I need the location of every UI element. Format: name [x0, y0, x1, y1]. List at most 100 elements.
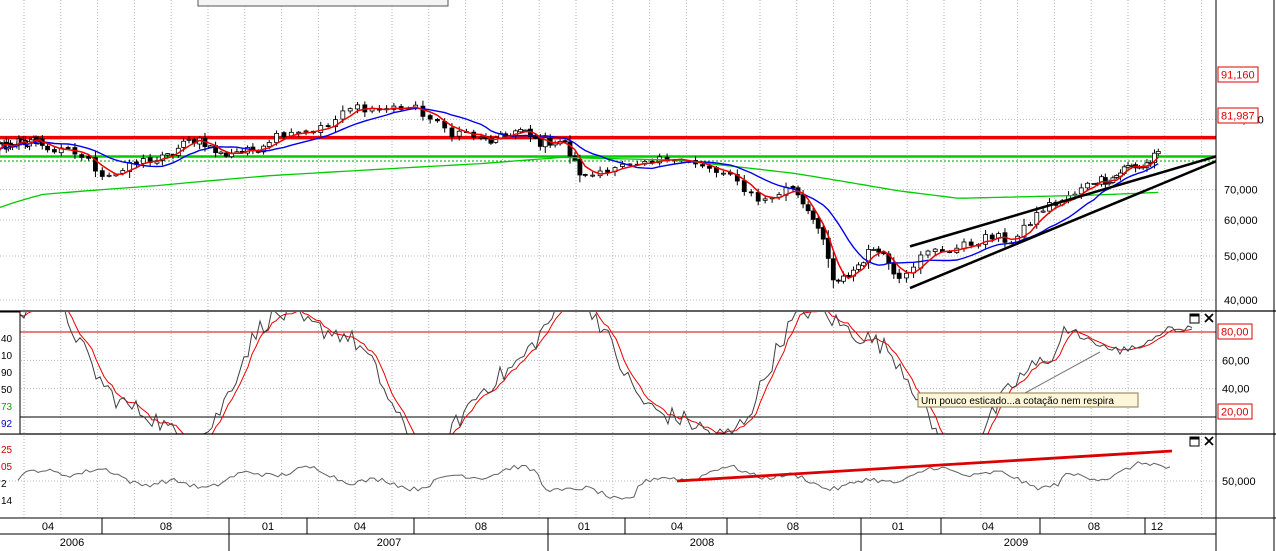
price-tick-label: 60,000 [1224, 215, 1258, 227]
candle-body [449, 127, 455, 137]
channel-lower-line [909, 160, 1216, 290]
price-tag-resistance: 91,160 [1217, 66, 1259, 83]
channel-upper-line [909, 155, 1216, 248]
moving-averages [0, 106, 1159, 280]
stochastic-grid [0, 312, 1216, 434]
candle-body [562, 140, 568, 143]
level-tag-80: 80,00 [1217, 323, 1253, 340]
candle-body [52, 149, 57, 153]
left-value-label: 05 [1, 462, 13, 473]
candle-body [355, 104, 360, 110]
candle-body [542, 137, 548, 148]
candle-body [340, 110, 346, 120]
oscillator-lines [17, 449, 1173, 500]
left-value-label: 50 [1, 385, 13, 396]
candle-body [274, 133, 279, 143]
candle-body [518, 129, 523, 133]
oscillator-close-icon[interactable] [1204, 436, 1214, 446]
candle-body [478, 136, 484, 139]
stochastic-annotation: Um pouco esticado...a cotação nem respir… [917, 351, 1139, 408]
candle-body [620, 163, 625, 167]
left-value-label: 73 [1, 402, 13, 413]
left-values-box [0, 311, 21, 435]
candle-body [835, 279, 841, 282]
candle-body [223, 152, 229, 157]
candle-body [896, 272, 902, 279]
price-level-lines [0, 135, 1216, 162]
candle-body [45, 145, 50, 151]
candle-body [1106, 182, 1112, 185]
left-value-label: 92 [1, 419, 13, 430]
stochastic-tick-label: 60,00 [1222, 355, 1250, 367]
year-label: 2007 [377, 537, 401, 549]
candle-body [99, 170, 105, 177]
stochastic-maximize-bar [1190, 314, 1199, 317]
candle-body [1028, 224, 1033, 227]
candle-body [159, 154, 165, 161]
candle-body [805, 204, 811, 212]
candle-body [841, 275, 846, 282]
month-label: 08 [1088, 521, 1100, 533]
oscillator-tick-label: 50,000 [1222, 476, 1256, 488]
candle-body [281, 132, 287, 138]
candle-body [762, 198, 768, 201]
candle-body [523, 129, 528, 132]
annotation-box [917, 392, 1139, 408]
candle-body [537, 137, 543, 147]
level-tag-20-label: 20,00 [1221, 407, 1249, 419]
candle-body [325, 125, 331, 127]
month-label: 08 [160, 521, 172, 533]
candle-body [983, 234, 988, 245]
price-tag-support-label: 81,987 [1221, 111, 1255, 123]
year-label: 2006 [60, 537, 84, 549]
ma-medium-line [0, 107, 1159, 266]
candle-body [427, 115, 433, 120]
level-tag-80-label: 80,00 [1221, 327, 1249, 339]
level-tag-20: 20,00 [1217, 403, 1253, 420]
left-value-label: 90 [1, 368, 13, 379]
stochastic-k-line [19, 312, 1193, 434]
candle-body [820, 227, 826, 240]
stochastic-close-icon[interactable] [1204, 313, 1214, 323]
candle-body [830, 258, 836, 281]
candle-body [532, 136, 538, 139]
candle-body [664, 156, 670, 160]
candle-body [218, 151, 224, 154]
annotation-pointer [1024, 351, 1101, 394]
candle-body [493, 137, 499, 143]
candle-body [106, 174, 112, 177]
candle-body [700, 164, 705, 167]
stochastic-axis: 60,00 40,00 [1222, 355, 1250, 395]
left-value-column: 40 10 90 50 73 92 25 05 2 14 [0, 311, 21, 507]
candle-body [58, 147, 64, 154]
candle-body [577, 159, 583, 176]
month-label: 04 [354, 521, 366, 533]
time-axis: 04 08 01 04 08 01 04 08 01 04 08 12 2006 2007 2008 2009 [42, 518, 1217, 551]
candle-body [861, 262, 866, 267]
candle-body [86, 156, 91, 159]
ma-short-line [0, 106, 1159, 280]
left-value-label: 2 [1, 479, 7, 490]
candle-body [79, 154, 85, 158]
candle-body [815, 218, 821, 229]
candle-body [876, 248, 882, 253]
annotation-text: Um pouco esticado...a cotação nem respir… [921, 396, 1114, 407]
candle-body [347, 108, 353, 112]
month-label: 08 [475, 521, 487, 533]
candle-body [748, 191, 754, 194]
candle-body [825, 237, 831, 259]
price-tick-label: 40,000 [1224, 295, 1258, 307]
stochastic-tick-label: 40,00 [1222, 384, 1250, 396]
candle-body [755, 192, 761, 202]
candle-body [582, 174, 588, 176]
left-value-label: 25 [1, 445, 13, 456]
candle-body [140, 158, 146, 164]
candle-body [65, 147, 71, 149]
month-label: 01 [262, 521, 274, 533]
left-value-label: 40 [1, 334, 13, 345]
candle-body [181, 140, 187, 148]
candle-body [435, 118, 440, 122]
candle-body [567, 141, 573, 157]
candle-body [925, 250, 931, 256]
